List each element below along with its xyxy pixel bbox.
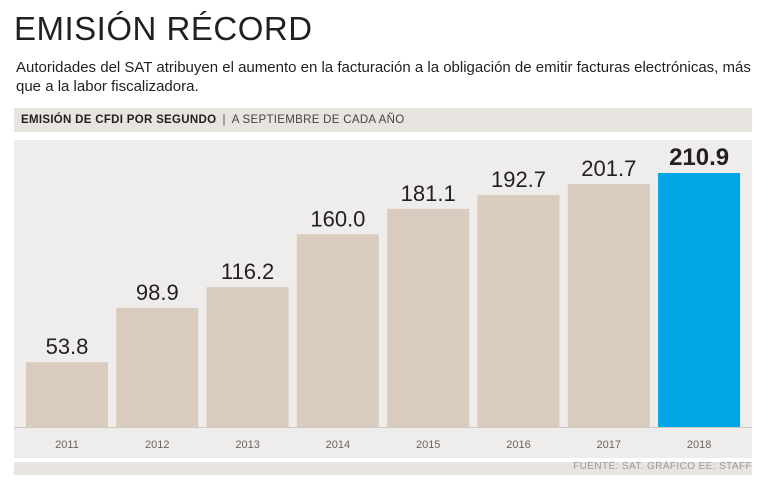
bar-2012	[116, 307, 199, 427]
metric-header: EMISIÓN DE CFDI POR SEGUNDO | A SEPTIEMB…	[14, 108, 752, 132]
value-label-2015: 181.1	[401, 181, 456, 206]
value-label-2018: 210.9	[669, 144, 729, 171]
x-tick-label-2011: 2011	[55, 439, 79, 451]
bar-2016	[477, 194, 560, 427]
x-tick-label-2013: 2013	[235, 439, 259, 451]
bar-2017	[567, 184, 650, 427]
value-label-2011: 53.8	[46, 334, 89, 359]
bar-2013	[206, 287, 289, 427]
value-label-2014: 160.0	[310, 206, 365, 231]
value-label-2016: 192.7	[491, 167, 546, 192]
header-separator: |	[222, 114, 226, 126]
value-label-2012: 98.9	[136, 280, 179, 305]
footer-band	[14, 462, 752, 475]
x-tick-label-2014: 2014	[326, 439, 350, 451]
bar-2015	[387, 208, 470, 427]
value-label-2017: 201.7	[581, 156, 636, 181]
bar-2014	[296, 234, 379, 427]
metric-label: EMISIÓN DE CFDI POR SEGUNDO	[21, 114, 217, 126]
chart-subtitle: Autoridades del SAT atribuyen el aumento…	[16, 59, 751, 95]
source-note: FUENTE: SAT. GRÁFICO EE: STAFF	[573, 461, 752, 472]
x-tick-label-2016: 2016	[506, 439, 530, 451]
period-label: A SEPTIEMBRE DE CADA AÑO	[231, 114, 405, 126]
x-tick-label-2015: 2015	[416, 439, 440, 451]
x-tick-label-2012: 2012	[145, 439, 169, 451]
bar-2011	[26, 362, 108, 427]
x-tick-label-2018: 2018	[687, 439, 711, 451]
chart-title: EMISIÓN RÉCORD	[14, 10, 313, 47]
x-tick-label-2017: 2017	[597, 439, 621, 451]
value-label-2013: 116.2	[221, 259, 274, 284]
bar-2018	[658, 173, 741, 427]
